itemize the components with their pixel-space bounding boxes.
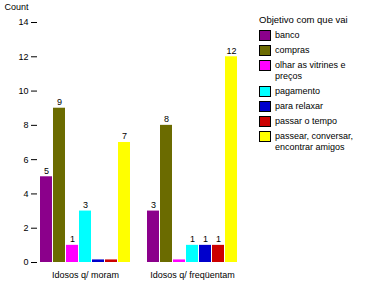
svg-text:3: 3 (83, 200, 88, 210)
svg-text:9: 9 (57, 97, 62, 107)
svg-text:10: 10 (18, 86, 28, 96)
svg-text:1: 1 (216, 234, 221, 244)
svg-text:6: 6 (23, 155, 28, 165)
svg-text:2: 2 (23, 223, 28, 233)
svg-text:Count: Count (5, 2, 30, 12)
svg-text:12: 12 (18, 52, 28, 62)
html-text:para relaxar: para relaxar (275, 101, 323, 111)
html-text:banco: banco (275, 30, 300, 40)
svg-text:7: 7 (122, 131, 127, 141)
svg-text:Idosos q/ moram: Idosos q/ moram (52, 270, 119, 280)
svg-text:1: 1 (203, 234, 208, 244)
svg-text:12: 12 (226, 46, 236, 56)
html-text:pagamento: pagamento (275, 86, 320, 96)
svg-text:0: 0 (23, 257, 28, 267)
html-text:compras: compras (275, 45, 310, 55)
svg-text:8: 8 (23, 120, 28, 130)
svg-text:8: 8 (164, 114, 169, 124)
html-text:passar o tempo: passar o tempo (275, 116, 337, 126)
svg-text:5: 5 (44, 166, 49, 176)
html-text:passear, conversar, encontrar: passear, conversar, encontrar amigos (275, 131, 353, 152)
html-text:Objetivo com que vai: Objetivo com que vai (259, 14, 348, 25)
svg-text:1: 1 (70, 234, 75, 244)
html-text:olhar as vitrines e preços: olhar as vitrines e preços (275, 60, 346, 81)
svg-text:1: 1 (190, 234, 195, 244)
svg-text:Idosos q/ freqüentam: Idosos q/ freqüentam (150, 270, 235, 280)
svg-text:14: 14 (18, 17, 28, 27)
svg-text:3: 3 (151, 200, 156, 210)
svg-text:4: 4 (23, 189, 28, 199)
